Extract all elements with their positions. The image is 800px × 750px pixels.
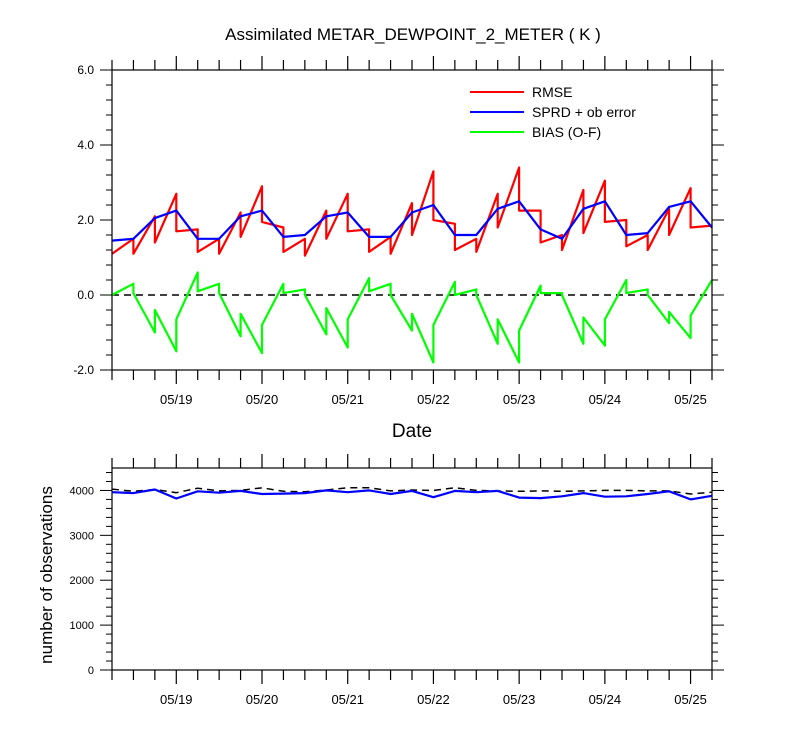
bottom-y-tick-label: 3000 [70,530,94,542]
top-x-tick-label: 05/21 [331,392,364,407]
top-x-tick-label: 05/24 [589,392,622,407]
bottom-y-tick-label: 2000 [70,575,94,587]
bottom-x-tick-label: 05/25 [674,692,707,707]
top-panel-ticks: 05/19 05/20 05/21 05/22 05/23 05/24 05/25 -2.0 0… [73,56,724,407]
top-series-rmse [111,166,713,257]
top-x-tick-label: 05/19 [160,392,193,407]
legend-label: SPRD + ob error [532,104,636,120]
top-y-tick-label: 2.0 [77,213,94,227]
bottom-panel-series [111,487,713,501]
bottom-series-series-1 [111,488,713,501]
bottom-x-tick-label: 05/22 [417,692,450,707]
top-series-bias-o-f [111,271,713,364]
bottom-x-tick-label: 05/24 [589,692,622,707]
chart-title: Assimilated METAR_DEWPOINT_2_METER ( K ) [225,25,601,44]
bottom-y-tick-label: 0 [88,665,94,677]
x-axis-label: Date [392,421,432,442]
bottom-x-tick-label: 05/23 [503,692,536,707]
y-axis-label-observations: number of observations [37,486,56,664]
top-plot-frame [111,69,713,371]
legend: RMSE SPRD + ob error BIAS (O-F) [470,84,636,140]
top-x-tick-label: 05/20 [246,392,279,407]
top-x-tick-label: 05/22 [417,392,450,407]
top-y-tick-label: -2.0 [73,363,94,377]
top-x-tick-label: 05/23 [503,392,536,407]
bottom-x-tick-label: 05/20 [246,692,279,707]
top-y-tick-label: 0.0 [77,288,94,302]
bottom-panel-ticks: 05/19 05/20 05/21 05/22 05/23 05/24 05/25 0 1000… [70,454,724,707]
bottom-plot-frame [111,467,713,671]
legend-label: RMSE [532,84,572,100]
top-panel-series [111,166,713,364]
bottom-x-tick-label: 05/21 [331,692,364,707]
legend-label: BIAS (O-F) [532,124,601,140]
top-x-tick-label: 05/25 [674,392,707,407]
top-y-tick-label: 4.0 [77,138,94,152]
bottom-y-tick-label: 4000 [70,485,94,497]
top-series-sprd-ob-error [111,200,713,242]
bottom-y-tick-label: 1000 [70,620,94,632]
bottom-x-tick-label: 05/19 [160,692,193,707]
top-y-tick-label: 6.0 [77,63,94,77]
